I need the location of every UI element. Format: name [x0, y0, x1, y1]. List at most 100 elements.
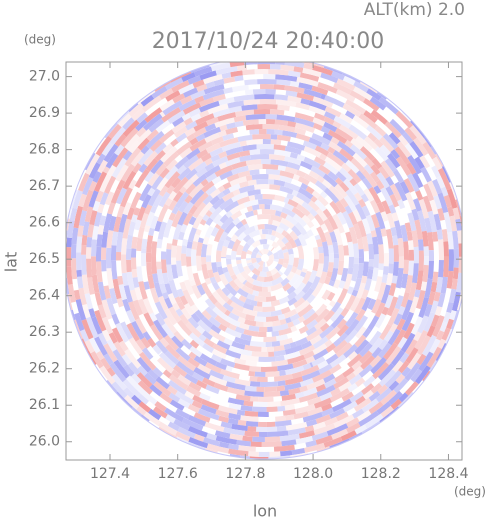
echo-cell: [262, 138, 271, 145]
echo-cell: [106, 164, 117, 177]
echo-cell: [244, 410, 259, 417]
echo-cell: [205, 255, 212, 262]
echo-cell: [383, 342, 398, 361]
echo-cell: [71, 227, 79, 245]
echo-cell: [434, 306, 443, 317]
echo-cell: [310, 195, 318, 203]
echo-cell: [182, 212, 194, 226]
echo-cell: [239, 150, 251, 157]
echo-cell: [347, 168, 362, 184]
echo-cell: [200, 404, 217, 415]
echo-cell: [150, 257, 158, 274]
echo-cell: [294, 290, 306, 302]
echo-cell: [151, 175, 164, 191]
echo-cell: [348, 432, 363, 441]
echo-cell: [353, 86, 373, 101]
echo-cell: [330, 267, 339, 282]
echo-cell: [395, 110, 414, 129]
echo-cell: [129, 289, 138, 302]
echo-cell: [109, 126, 126, 146]
echo-cell: [171, 210, 183, 228]
echo-cell: [163, 334, 179, 351]
echo-cell: [282, 248, 289, 254]
echo-cell: [354, 339, 370, 355]
echo-cell: [145, 211, 155, 227]
echo-cell: [377, 342, 392, 359]
echo-cell: [222, 375, 236, 384]
echo-cell: [284, 382, 302, 391]
echo-cell: [237, 419, 247, 426]
echo-cell: [152, 273, 159, 284]
echo-cell: [432, 271, 439, 283]
echo-cell: [171, 206, 180, 215]
echo-cell: [139, 213, 149, 228]
echo-cell: [356, 282, 366, 299]
echo-cell: [70, 309, 76, 321]
echo-cell: [81, 234, 88, 246]
echo-cell: [431, 156, 437, 160]
echo-cell: [441, 166, 452, 183]
echo-cell: [270, 109, 285, 116]
echo-cell: [118, 113, 132, 128]
echo-cell: [216, 340, 231, 350]
echo-cell: [409, 140, 424, 158]
echo-cell: [214, 314, 231, 329]
echo-cell: [101, 329, 111, 342]
echo-cell: [443, 194, 452, 208]
echo-cell: [432, 315, 445, 338]
echo-cell: [286, 192, 295, 200]
echo-cell: [256, 311, 272, 318]
echo-cell: [397, 237, 404, 257]
echo-cell: [273, 345, 285, 352]
echo-cell: [122, 117, 135, 131]
echo-cell: [235, 394, 251, 402]
echo-cell: [311, 282, 324, 298]
echo-cell: [339, 113, 353, 124]
echo-cell: [143, 281, 150, 290]
echo-cell: [262, 244, 270, 250]
echo-cell: [138, 401, 151, 413]
echo-cell: [208, 294, 218, 305]
echo-cell: [323, 436, 343, 448]
echo-cell: [246, 249, 253, 255]
echo-cell: [167, 199, 178, 211]
echo-cell: [432, 231, 439, 242]
echo-cell: [304, 443, 325, 453]
echo-cell: [244, 344, 262, 352]
echo-cell: [267, 401, 281, 407]
echo-cell: [382, 133, 399, 150]
echo-cell: [427, 260, 434, 280]
echo-cell: [252, 279, 263, 287]
echo-cell: [225, 127, 238, 135]
echo-cell: [247, 426, 257, 432]
echo-cell: [299, 385, 308, 393]
echo-cell: [184, 194, 193, 204]
echo-cell: [254, 184, 265, 190]
echo-cell: [226, 263, 235, 277]
echo-cell: [126, 259, 132, 273]
echo-cell: [192, 79, 205, 89]
echo-cell: [224, 327, 242, 339]
echo-cell: [258, 118, 267, 125]
echo-cell: [363, 110, 378, 123]
echo-cell: [355, 326, 367, 339]
echo-cell: [435, 153, 444, 167]
echo-cell: [332, 339, 348, 354]
echo-cell: [307, 406, 323, 416]
echo-cell: [163, 151, 179, 167]
echo-cell: [276, 79, 291, 86]
echo-cell: [251, 351, 269, 357]
echo-cell: [168, 392, 181, 403]
echo-cell: [327, 171, 339, 182]
echo-cell: [147, 188, 161, 207]
echo-cell: [205, 384, 220, 395]
echo-cell: [344, 318, 360, 337]
echo-cell: [258, 356, 276, 362]
echo-cell: [318, 253, 325, 264]
echo-cell: [347, 241, 354, 257]
echo-cell: [285, 90, 298, 98]
echo-cell: [126, 234, 133, 249]
echo-cell: [359, 342, 373, 358]
echo-cell: [345, 231, 353, 243]
echo-cell: [343, 75, 356, 86]
